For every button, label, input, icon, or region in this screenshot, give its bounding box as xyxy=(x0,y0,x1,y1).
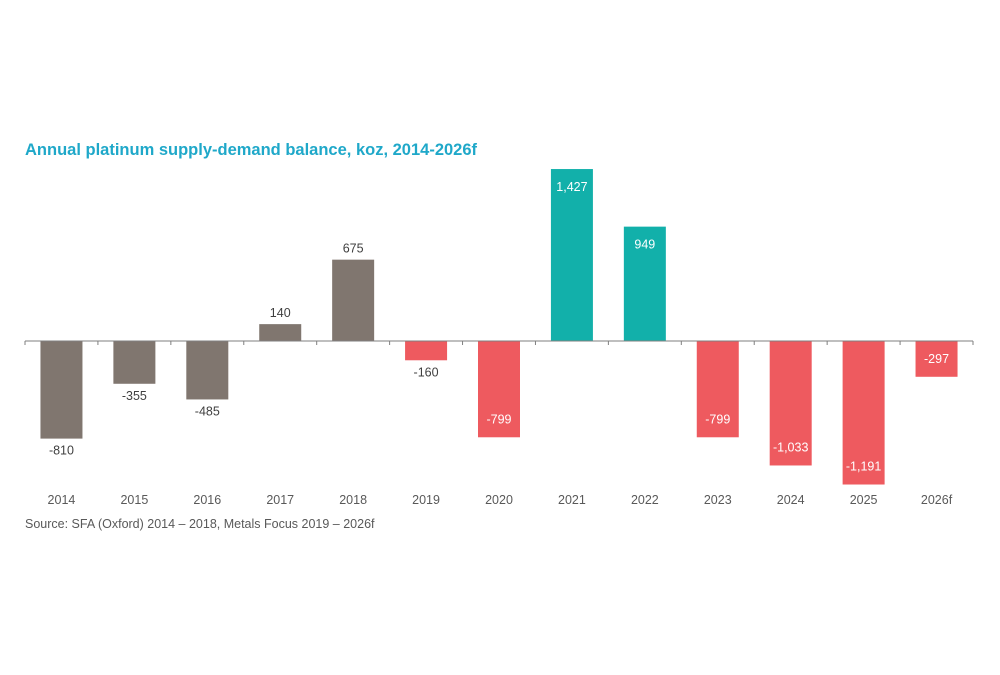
bar-2021 xyxy=(550,169,593,341)
bar-2019 xyxy=(405,341,448,361)
chart-title: Annual platinum supply-demand balance, k… xyxy=(25,141,478,159)
x-tick-label-2015: 2015 xyxy=(120,493,148,507)
data-labels-group: -810 -355 -485 140 675 -160 -799 1,427 949 -799 -1… xyxy=(49,180,949,473)
bar-2018 xyxy=(332,259,375,341)
data-label-2024: -1,033 xyxy=(773,440,808,454)
bar-2025 xyxy=(842,341,885,485)
bar-2015 xyxy=(113,341,156,384)
x-tick-label-2018: 2018 xyxy=(339,493,367,507)
x-tick-label-2017: 2017 xyxy=(266,493,294,507)
x-tick-label-2021: 2021 xyxy=(558,493,586,507)
data-label-2014: -810 xyxy=(49,444,74,458)
data-label-2022: 949 xyxy=(634,238,655,252)
data-label-2015: -355 xyxy=(122,389,147,403)
data-label-2020: -799 xyxy=(486,412,511,426)
data-label-2023: -799 xyxy=(705,412,730,426)
bar-2024 xyxy=(769,341,812,466)
data-label-2025: -1,191 xyxy=(846,460,881,474)
bars-group xyxy=(40,169,958,485)
x-tick-label-2016: 2016 xyxy=(193,493,221,507)
bar-2023 xyxy=(696,341,739,438)
x-tick-label-2022: 2022 xyxy=(631,493,659,507)
x-axis-ticks xyxy=(24,341,974,345)
x-tick-label-2024: 2024 xyxy=(777,493,805,507)
data-label-2017: 140 xyxy=(270,306,291,320)
data-label-2018: 675 xyxy=(343,242,364,256)
x-tick-label-2023: 2023 xyxy=(704,493,732,507)
x-tick-label-2014: 2014 xyxy=(48,493,76,507)
data-label-2021: 1,427 xyxy=(556,180,587,194)
bar-2014 xyxy=(40,341,83,439)
x-tick-label-2019: 2019 xyxy=(412,493,440,507)
source-note: Source: SFA (Oxford) 2014 – 2018, Metals… xyxy=(25,517,375,531)
data-label-2026f: -297 xyxy=(924,352,949,366)
bar-2016 xyxy=(186,341,229,400)
data-label-2016: -485 xyxy=(195,404,220,418)
bar-2022 xyxy=(623,226,666,341)
bar-2017 xyxy=(259,324,302,341)
x-tick-label-2020: 2020 xyxy=(485,493,513,507)
x-tick-label-2026f: 2026f xyxy=(921,493,953,507)
bar-2020 xyxy=(478,341,520,438)
x-axis-tick-labels: 2014 2015 2016 2017 2018 2019 2020 2021 2022 2023… xyxy=(48,493,953,507)
data-label-2019: -160 xyxy=(414,365,439,379)
x-tick-label-2025: 2025 xyxy=(850,493,878,507)
bar-2026f xyxy=(915,341,958,377)
